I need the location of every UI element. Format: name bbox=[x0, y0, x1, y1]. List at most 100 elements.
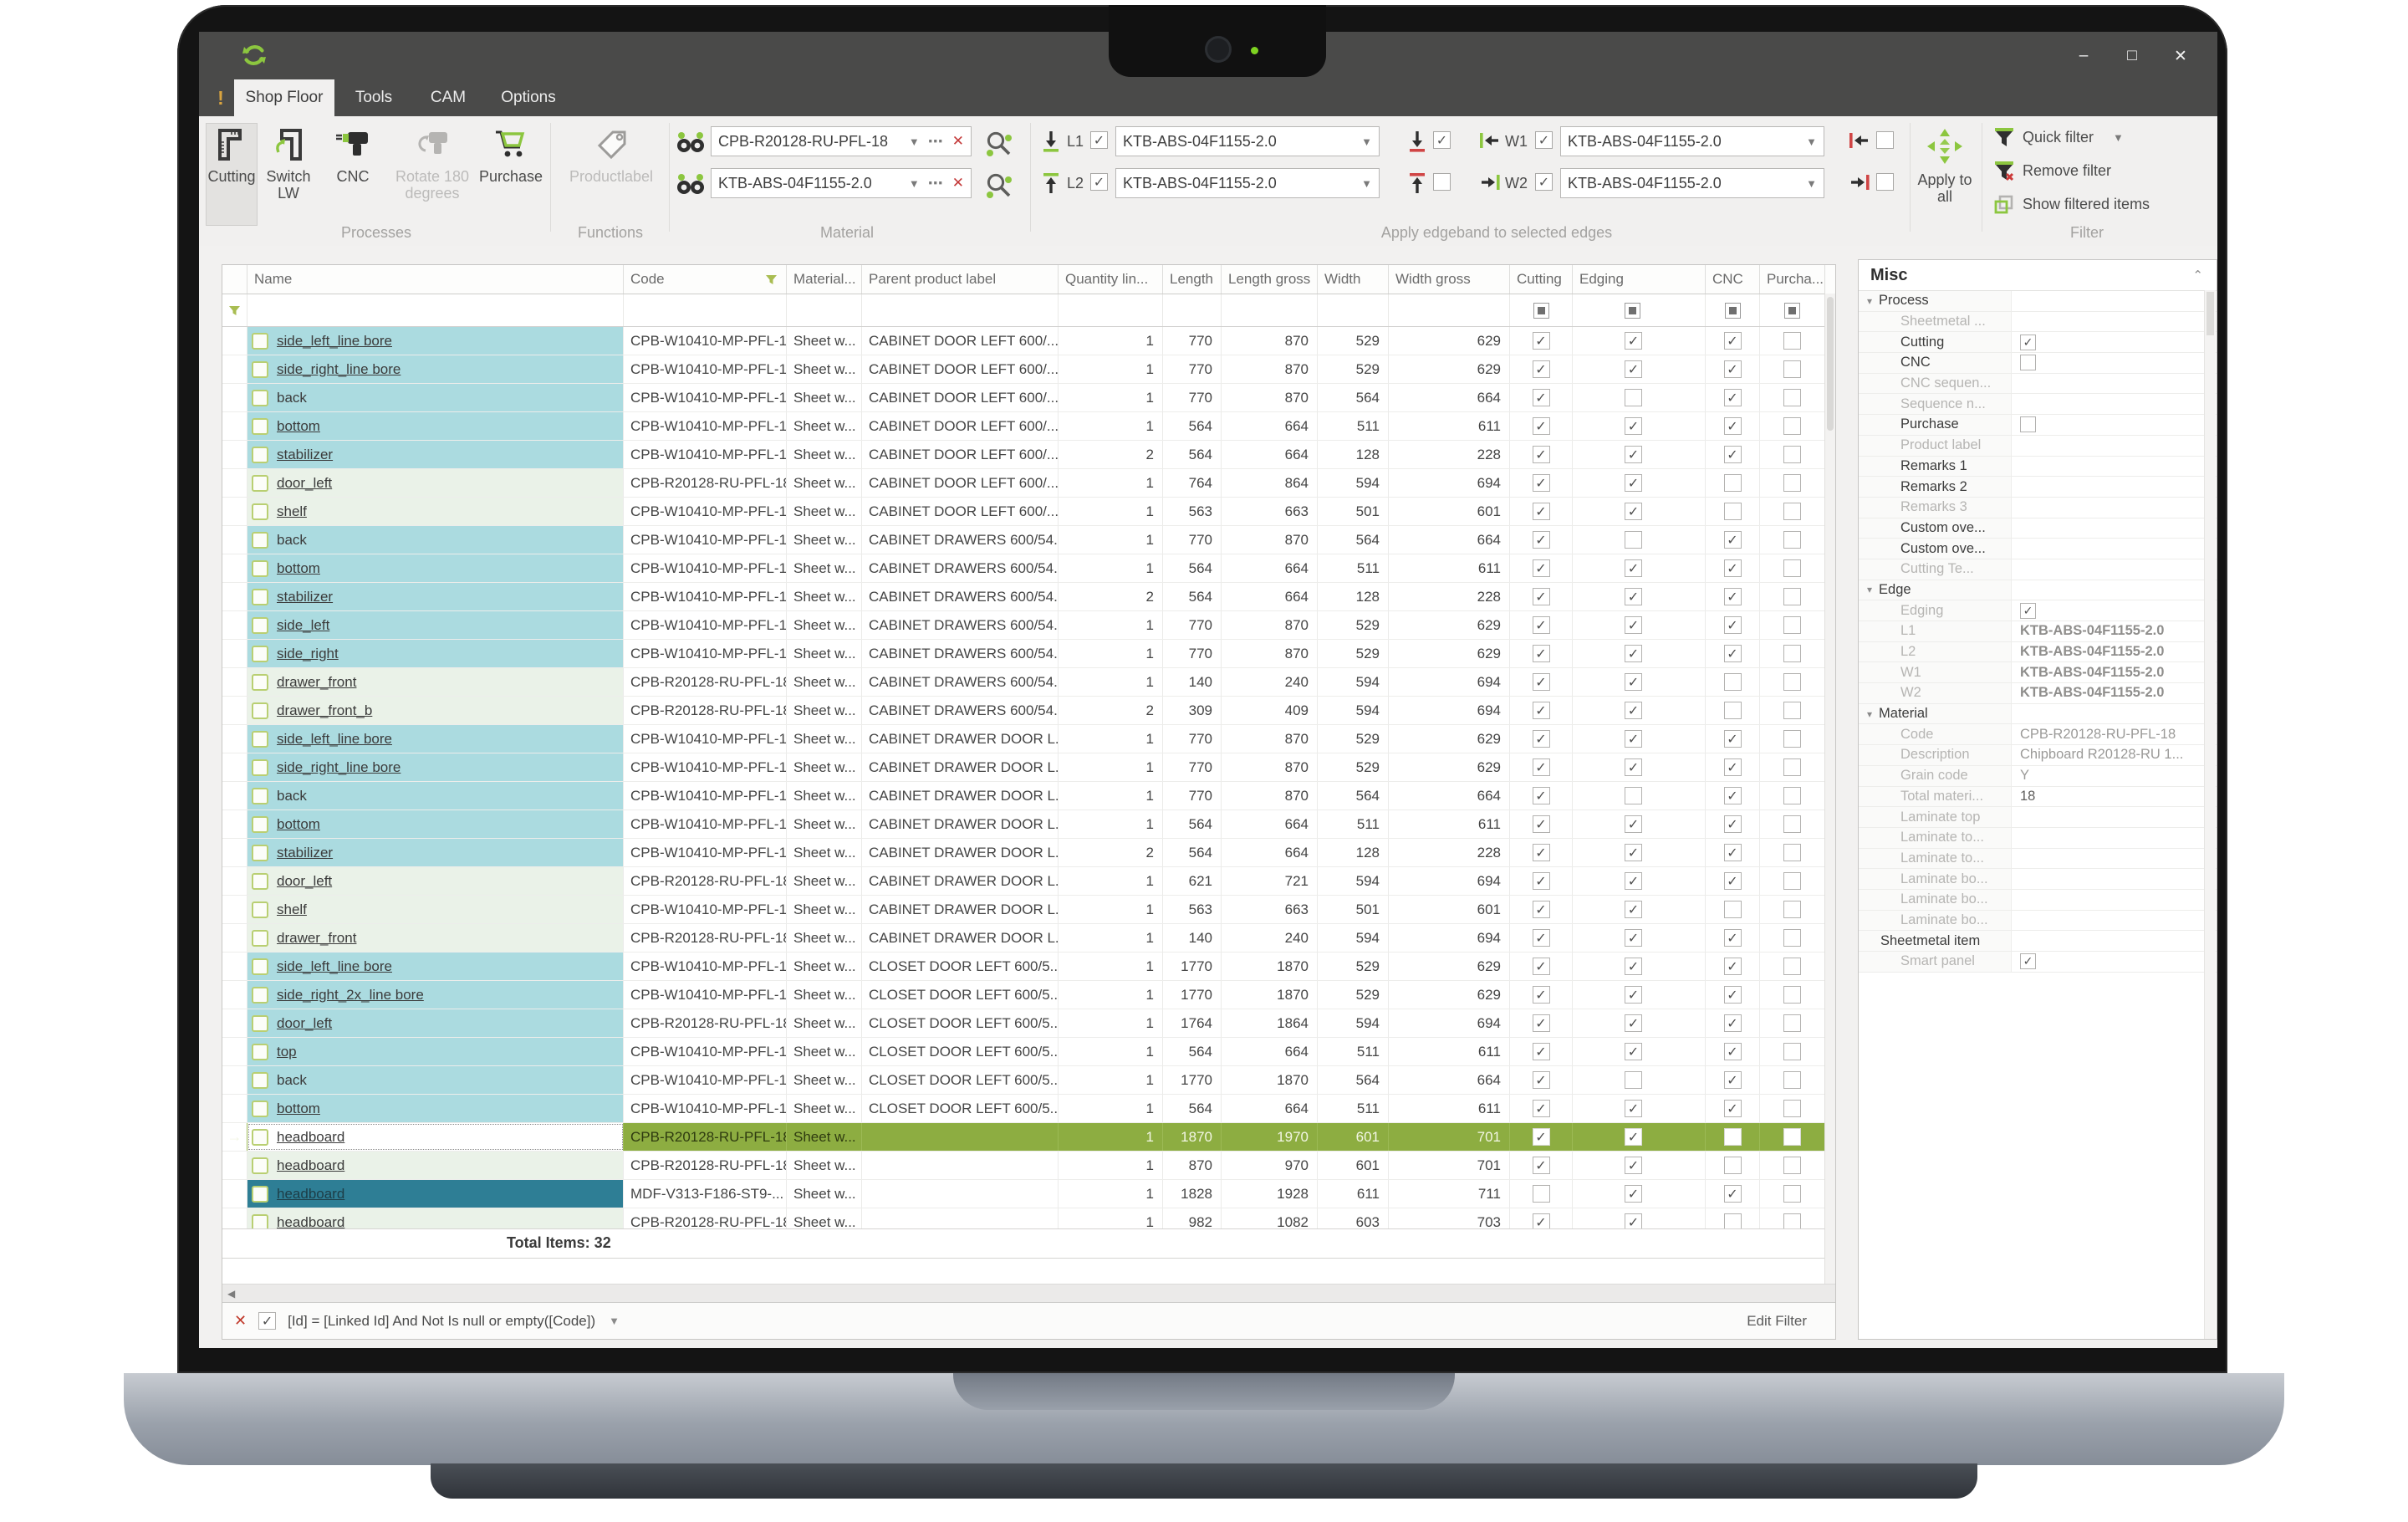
cnc-checkbox[interactable] bbox=[1723, 1100, 1742, 1117]
cell-name[interactable]: bottom bbox=[247, 810, 624, 838]
property-row[interactable]: Remarks 2 bbox=[1859, 477, 2217, 498]
property-value[interactable] bbox=[2011, 931, 2217, 951]
cnc-checkbox[interactable] bbox=[1723, 1157, 1742, 1174]
part-checkbox-icon[interactable] bbox=[252, 645, 268, 662]
purchase-checkbox[interactable] bbox=[1783, 474, 1801, 492]
edging-checkbox[interactable] bbox=[1625, 1014, 1642, 1032]
property-row[interactable]: Sequence n... bbox=[1859, 394, 2217, 416]
table-row[interactable]: door_left CPB-R20128-RU-PFL-18 Sheet w... C… bbox=[222, 1009, 1835, 1038]
table-row[interactable]: back CPB-W10410-MP-PFL-18 Sheet w... CABINE… bbox=[222, 526, 1835, 554]
edit-filter-button[interactable]: Edit Filter bbox=[1747, 1312, 1807, 1329]
filter-cell[interactable] bbox=[1389, 294, 1510, 326]
cnc-checkbox[interactable] bbox=[1723, 673, 1742, 691]
purchase-checkbox[interactable] bbox=[1783, 503, 1801, 520]
column-header[interactable]: Edging bbox=[1573, 265, 1706, 294]
cnc-checkbox[interactable] bbox=[1723, 559, 1742, 577]
filter-indeterminate-checkbox[interactable] bbox=[1533, 302, 1549, 319]
part-name-link[interactable]: bottom bbox=[277, 815, 320, 832]
cnc-checkbox[interactable] bbox=[1723, 730, 1742, 748]
property-row[interactable]: Laminate top bbox=[1859, 807, 2217, 828]
part-checkbox-icon[interactable] bbox=[252, 986, 268, 1004]
edging-checkbox[interactable] bbox=[1625, 559, 1642, 577]
filter-indeterminate-checkbox[interactable] bbox=[1724, 302, 1741, 319]
cnc-checkbox[interactable] bbox=[1723, 503, 1742, 520]
part-checkbox-icon[interactable] bbox=[252, 360, 268, 378]
property-row[interactable]: Laminate bo... bbox=[1859, 910, 2217, 932]
purchase-checkbox[interactable] bbox=[1783, 588, 1801, 605]
refresh-icon[interactable] bbox=[239, 40, 269, 70]
cnc-checkbox[interactable] bbox=[1723, 1128, 1742, 1146]
property-row[interactable]: Custom ove... bbox=[1859, 518, 2217, 539]
cutting-button[interactable]: Cutting bbox=[206, 123, 258, 226]
edging-checkbox[interactable] bbox=[1625, 929, 1642, 947]
part-checkbox-icon[interactable] bbox=[252, 417, 268, 435]
property-row[interactable]: L2 KTB-ABS-04F1155-2.0 bbox=[1859, 641, 2217, 663]
property-value[interactable] bbox=[2011, 807, 2217, 827]
part-name-link[interactable]: door_left bbox=[277, 1014, 333, 1031]
chevron-down-icon[interactable]: ▼ bbox=[908, 176, 920, 190]
cutting-checkbox[interactable] bbox=[1532, 645, 1550, 662]
property-row[interactable]: Sheetmetal ... bbox=[1859, 311, 2217, 333]
cnc-checkbox[interactable] bbox=[1723, 616, 1742, 634]
cutting-checkbox[interactable] bbox=[1532, 1157, 1550, 1174]
column-header[interactable]: Length bbox=[1163, 265, 1222, 294]
cell-name[interactable]: door_left bbox=[247, 867, 624, 895]
cnc-checkbox[interactable] bbox=[1723, 389, 1742, 406]
table-row[interactable]: drawer_front CPB-R20128-RU-PFL-18 Sheet w.… bbox=[222, 924, 1835, 953]
chevron-down-icon[interactable]: ▼ bbox=[1806, 135, 1817, 148]
part-checkbox-icon[interactable] bbox=[252, 1157, 268, 1174]
l1-checkbox[interactable] bbox=[1090, 131, 1108, 149]
property-row[interactable]: W1 KTB-ABS-04F1155-2.0 bbox=[1859, 662, 2217, 684]
maximize-button[interactable]: □ bbox=[2127, 47, 2137, 64]
cnc-checkbox[interactable] bbox=[1723, 986, 1742, 1004]
filter-cell[interactable] bbox=[1706, 294, 1760, 326]
cell-name[interactable]: drawer_front_b bbox=[247, 697, 624, 724]
property-value[interactable] bbox=[2011, 435, 2217, 456]
bottom-edge-checkbox[interactable] bbox=[1433, 131, 1451, 149]
part-name-link[interactable]: side_right_line bore bbox=[277, 758, 401, 775]
property-row[interactable]: Custom ove... bbox=[1859, 539, 2217, 559]
part-name-link[interactable]: bottom bbox=[277, 559, 320, 576]
chevron-down-icon[interactable]: ▼ bbox=[609, 1315, 620, 1327]
scrollbar-thumb[interactable] bbox=[1827, 297, 1834, 431]
property-row[interactable]: Laminate bo... bbox=[1859, 889, 2217, 911]
property-row[interactable]: L1 KTB-ABS-04F1155-2.0 bbox=[1859, 621, 2217, 642]
table-row[interactable]: stabilizer CPB-W10410-MP-PFL-18 Sheet w...… bbox=[222, 583, 1835, 611]
material-combo-1[interactable]: CPB-R20128-RU-PFL-18 ▼ ⋯ ✕ bbox=[711, 126, 972, 156]
part-checkbox-icon[interactable] bbox=[252, 474, 268, 492]
column-header[interactable]: Parent product label bbox=[862, 265, 1059, 294]
property-value[interactable] bbox=[2011, 353, 2217, 373]
cell-name[interactable]: bottom bbox=[247, 1095, 624, 1122]
cell-name[interactable]: bottom bbox=[247, 412, 624, 440]
quick-filter-button[interactable]: Quick filter ▼ bbox=[1993, 126, 2124, 148]
group-expand-icon[interactable]: ▾ bbox=[1867, 294, 1873, 307]
purchase-checkbox[interactable] bbox=[1783, 332, 1801, 350]
table-row[interactable]: side_left_line bore CPB-W10410-MP-PFL-18 S… bbox=[222, 327, 1835, 355]
cell-name[interactable]: side_left_line bore bbox=[247, 953, 624, 980]
property-row[interactable]: Edging bbox=[1859, 600, 2217, 621]
filter-enabled-checkbox[interactable] bbox=[258, 1312, 277, 1330]
part-checkbox-icon[interactable] bbox=[252, 1071, 268, 1089]
purchase-checkbox[interactable] bbox=[1783, 360, 1801, 378]
part-checkbox-icon[interactable] bbox=[252, 929, 268, 947]
clear-icon[interactable]: ✕ bbox=[951, 175, 964, 191]
w1-checkbox[interactable] bbox=[1535, 131, 1553, 149]
part-checkbox-icon[interactable] bbox=[252, 787, 268, 804]
property-checkbox[interactable] bbox=[2020, 334, 2036, 350]
close-button[interactable]: ✕ bbox=[2174, 47, 2187, 65]
property-value[interactable] bbox=[2011, 373, 2217, 394]
property-row[interactable]: Product label bbox=[1859, 435, 2217, 457]
filter-cell[interactable] bbox=[1222, 294, 1318, 326]
column-header[interactable]: CNC bbox=[1706, 265, 1760, 294]
purchase-checkbox[interactable] bbox=[1783, 1185, 1801, 1203]
part-name-link[interactable]: door_left bbox=[277, 474, 333, 491]
property-value[interactable] bbox=[2011, 910, 2217, 931]
cell-name[interactable]: top bbox=[247, 1038, 624, 1065]
cutting-checkbox[interactable] bbox=[1532, 1014, 1550, 1032]
filter-cell[interactable] bbox=[1760, 294, 1825, 326]
cutting-checkbox[interactable] bbox=[1532, 531, 1550, 549]
part-checkbox-icon[interactable] bbox=[252, 616, 268, 634]
chevron-down-icon[interactable]: ▼ bbox=[908, 135, 920, 148]
part-checkbox-icon[interactable] bbox=[252, 446, 268, 463]
part-name-link[interactable]: bottom bbox=[277, 1100, 320, 1116]
